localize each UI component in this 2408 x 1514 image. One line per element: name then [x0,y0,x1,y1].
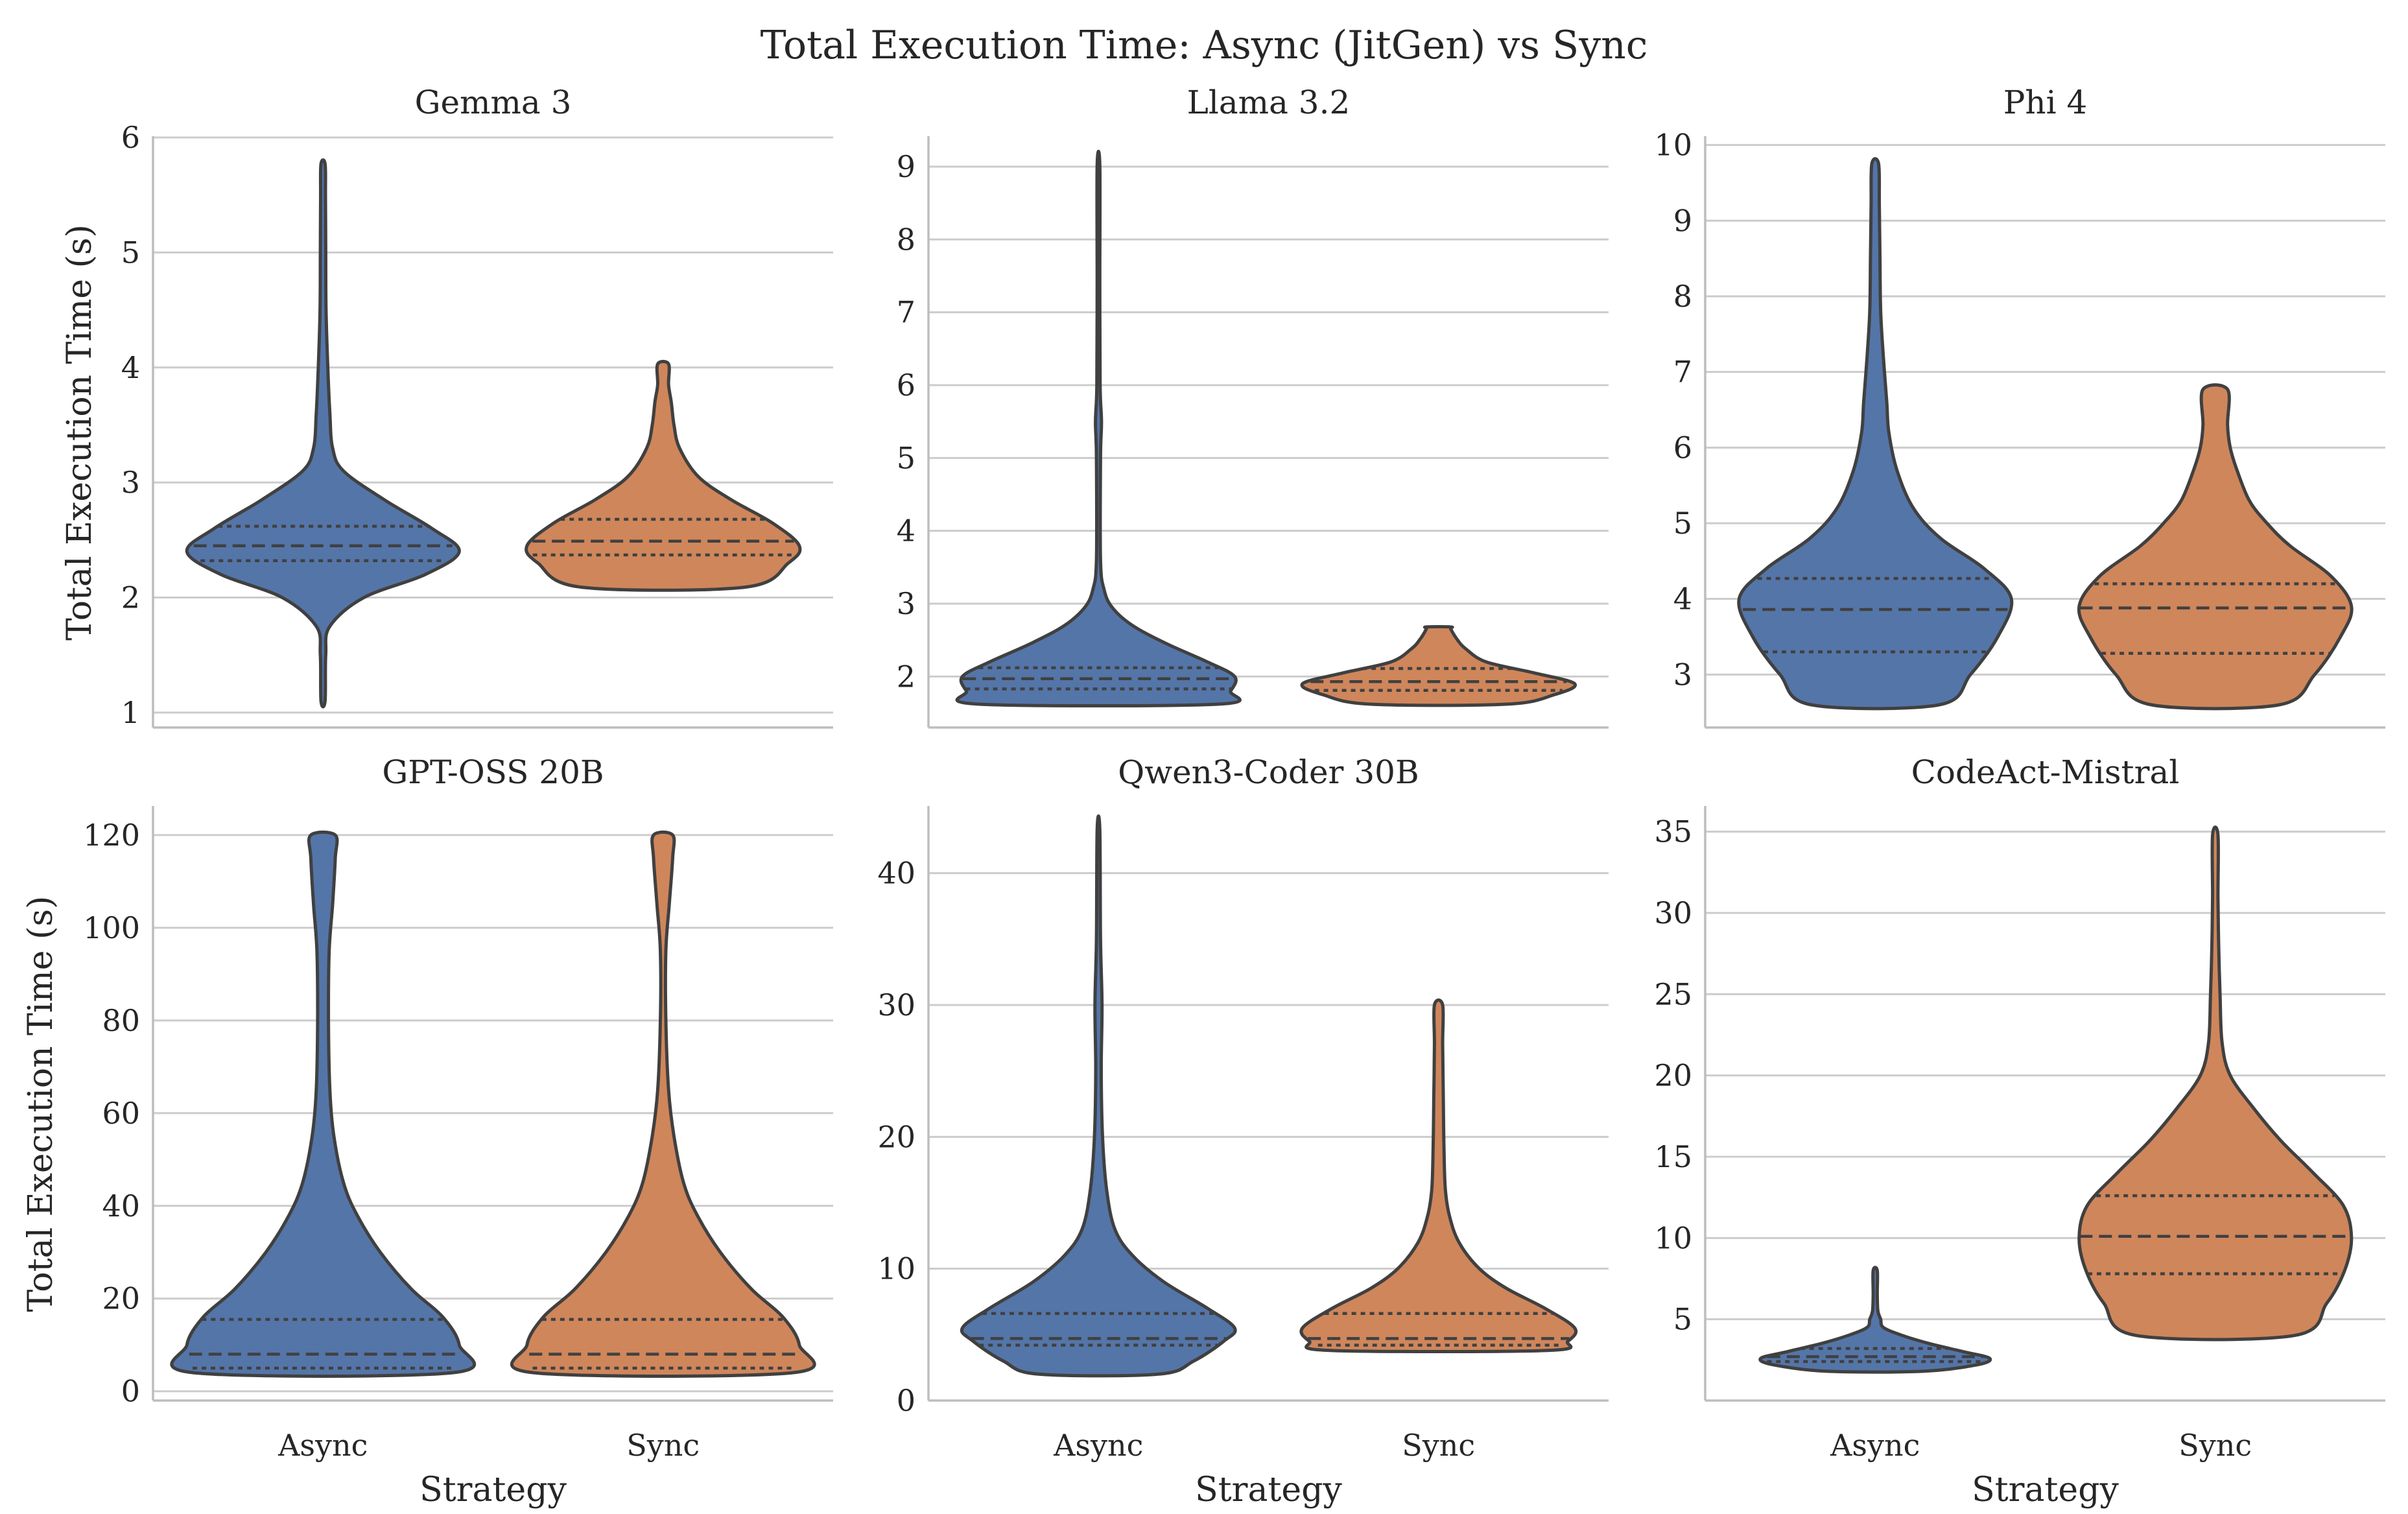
panel-title: Llama 3.2 [1187,84,1351,121]
y-tick-label: 8 [897,222,915,257]
y-tick-label: 7 [897,295,915,330]
y-axis-label: Total Execution Time (s) [21,896,60,1312]
y-tick-label: 4 [121,350,140,385]
panel-codeact-mistral: 5 10 15 20 25 30 35 CodeAct-Mistral Async Sync Str… [1654,753,2385,1509]
y-tick-label: 30 [877,988,915,1023]
panel-title: CodeAct-Mistral [1911,753,2180,791]
y-tick-label: 0 [897,1383,915,1418]
y-tick-label: 5 [897,440,915,475]
y-tick-label: 35 [1654,814,1692,849]
panel-phi-4: 3 4 5 6 7 8 9 10 Phi 4 [1654,84,2385,729]
x-tick-label: Sync [2178,1428,2252,1463]
violin-sync [510,830,816,1378]
y-axis-label: Total Execution Time (s) [60,224,99,641]
panel-gpt-oss-20b: 0 20 40 60 80 100 120 GPT-OSS 20B Total Executio… [21,753,833,1509]
y-tick-label: 5 [1673,1302,1692,1337]
y-tick-label: 7 [1673,355,1692,390]
y-tick-label: 5 [121,235,140,270]
violin-sync [2077,383,2354,711]
y-tick-label: 10 [877,1251,915,1286]
y-tick-label: 2 [121,580,140,615]
y-tick-label: 60 [102,1096,140,1131]
violin-sync [2077,825,2354,1342]
y-tick-label: 20 [102,1281,140,1316]
y-tick-label: 10 [1654,128,1692,163]
panel-qwen3-coder-30b: 0 10 20 30 40 Qwen3-Coder 30B Async Sync Strateg… [877,753,1609,1509]
y-tick-label: 100 [83,910,140,945]
panel-title: Qwen3-Coder 30B [1118,753,1419,791]
y-tick-label: 80 [102,1003,140,1038]
y-tick-label: 6 [121,120,140,155]
violin-async [960,814,1237,1378]
y-tick-label: 3 [897,586,915,621]
y-tick-label: 0 [121,1374,140,1409]
violin-async [1737,157,2014,711]
y-tick-label: 15 [1654,1139,1692,1174]
violin-sync [1300,625,1577,707]
panel-title: Gemma 3 [415,84,572,121]
y-tick-label: 5 [1673,506,1692,541]
y-tick-label: 40 [102,1189,140,1224]
x-tick-label: Sync [1402,1428,1475,1463]
violin-async [170,830,476,1378]
x-axis-label: Strategy [1972,1471,2119,1509]
y-tick-label: 40 [877,856,915,891]
panel-gemma-3: 1 2 3 4 5 6 Gemma 3 Total Execution Time (s) [60,84,833,730]
y-tick-label: 3 [121,465,140,500]
x-tick-label: Async [1053,1428,1143,1463]
violin-sync [525,359,802,592]
violin-async [1758,1266,1992,1374]
x-tick-label: Async [1830,1428,1920,1463]
violin-async [185,158,461,709]
x-tick-label: Async [277,1428,368,1463]
y-tick-label: 4 [897,514,915,549]
y-tick-label: 6 [1673,430,1692,465]
y-tick-label: 3 [1673,657,1692,692]
y-tick-label: 10 [1654,1220,1692,1255]
y-tick-label: 2 [897,659,915,694]
y-tick-label: 20 [1654,1058,1692,1093]
y-tick-label: 30 [1654,895,1692,930]
y-tick-label: 120 [83,818,140,853]
x-axis-label: Strategy [419,1471,567,1509]
y-tick-label: 4 [1673,582,1692,617]
y-tick-label: 6 [897,368,915,403]
figure-title: Total Execution Time: Async (JitGen) vs … [761,23,1648,68]
y-tick-label: 9 [1673,203,1692,238]
panel-llama-3-2: 2 3 4 5 6 7 8 9 Llama 3.2 [897,84,1609,729]
y-tick-label: 8 [1673,279,1692,314]
violin-sync [1299,998,1578,1353]
y-tick-label: 1 [121,695,140,730]
y-tick-label: 9 [897,149,915,184]
panel-title: GPT-OSS 20B [382,753,604,791]
violin-async [955,149,1242,708]
y-tick-label: 20 [877,1119,915,1154]
x-tick-label: Sync [626,1428,700,1463]
panel-title: Phi 4 [2003,84,2088,121]
x-axis-label: Strategy [1195,1471,1342,1509]
y-tick-label: 25 [1654,976,1692,1011]
